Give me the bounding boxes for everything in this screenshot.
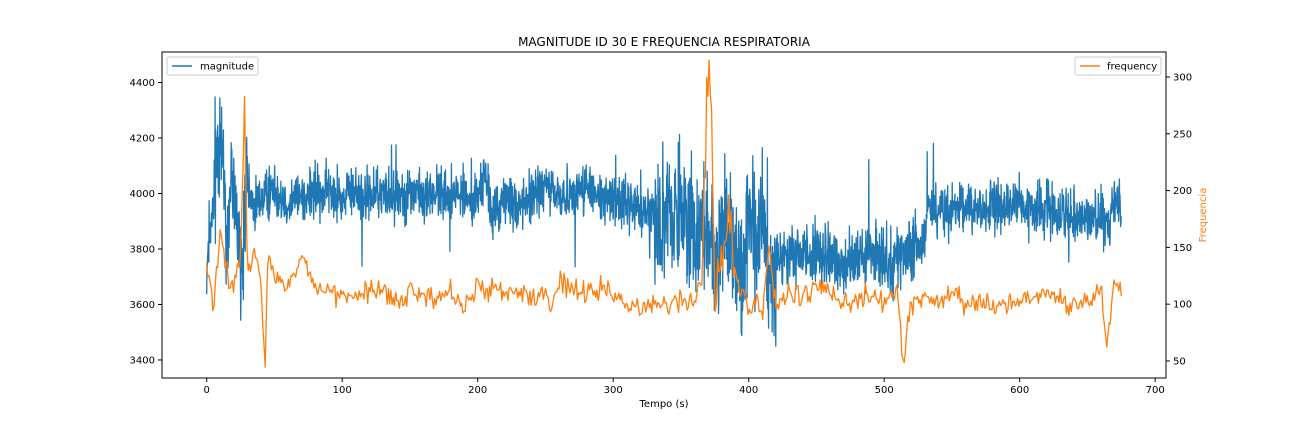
legend-left-label: magnitude bbox=[200, 62, 254, 73]
x-tick-label: 700 bbox=[1146, 385, 1165, 396]
y-left-tick-label: 4000 bbox=[130, 189, 155, 200]
x-tick-label: 0 bbox=[204, 385, 210, 396]
y-right-tick-label: 250 bbox=[1173, 129, 1192, 140]
x-tick-label: 400 bbox=[739, 385, 758, 396]
legend-right-label: frequency bbox=[1107, 62, 1157, 73]
y-right-tick-label: 200 bbox=[1173, 186, 1192, 197]
chart-title: MAGNITUDE ID 30 E FREQUENCIA RESPIRATORI… bbox=[518, 35, 811, 49]
y-left-tick-label: 3800 bbox=[130, 244, 155, 255]
y-right-tick-label: 150 bbox=[1173, 243, 1192, 254]
y-axis-left: 3400 3600 3800 4000 4200 4400 bbox=[130, 78, 162, 366]
plot-frame bbox=[161, 51, 1167, 379]
y-right-tick-label: 100 bbox=[1173, 300, 1192, 311]
y-axis-right: 50 100 150 200 250 300 bbox=[1166, 72, 1192, 367]
x-tick-label: 600 bbox=[1010, 385, 1029, 396]
y-left-tick-label: 3400 bbox=[130, 355, 155, 366]
x-tick-label: 300 bbox=[604, 385, 623, 396]
x-tick-label: 100 bbox=[333, 385, 352, 396]
y-right-tick-label: 300 bbox=[1173, 72, 1192, 83]
y-left-tick-label: 4200 bbox=[130, 134, 155, 145]
x-tick-label: 200 bbox=[468, 385, 487, 396]
legend-left: magnitude bbox=[166, 56, 259, 76]
plot-area bbox=[206, 59, 1122, 368]
y-left-tick-label: 4400 bbox=[130, 78, 155, 89]
x-axis: 0 100 200 300 400 500 600 700 bbox=[204, 378, 1165, 396]
y-left-tick-label: 3600 bbox=[130, 300, 155, 311]
x-tick-label: 500 bbox=[875, 385, 894, 396]
legend-right: frequency bbox=[1074, 56, 1162, 76]
y-right-axis-label: Frequencia bbox=[1198, 188, 1209, 243]
y-right-tick-label: 50 bbox=[1173, 356, 1186, 367]
frequency-line bbox=[206, 59, 1122, 368]
legend-right-box bbox=[1074, 56, 1162, 76]
magnitude-line bbox=[206, 96, 1122, 347]
x-axis-label: Tempo (s) bbox=[639, 399, 689, 410]
legend-left-box bbox=[166, 56, 259, 76]
